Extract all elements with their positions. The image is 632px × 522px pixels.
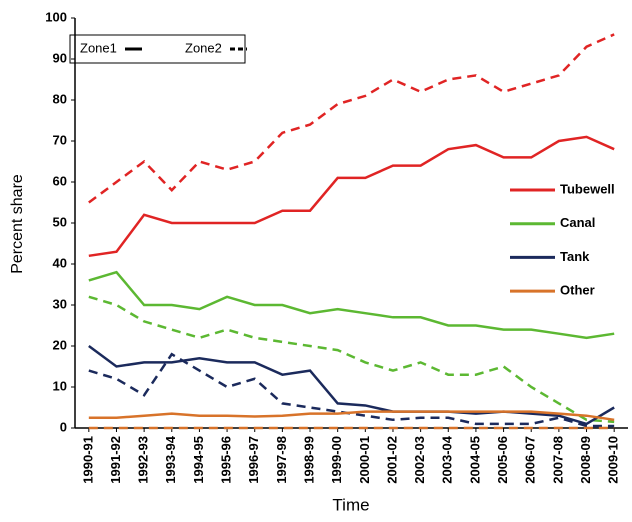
y-tick-label: 20 xyxy=(53,337,67,352)
data-line xyxy=(88,33,615,204)
data-line xyxy=(88,270,615,340)
x-tick-label: 2009-10 xyxy=(606,436,621,484)
data-line xyxy=(88,410,615,422)
x-tick-label: 1993-94 xyxy=(163,435,178,483)
x-tick-label: 2008-09 xyxy=(578,436,593,484)
x-tick-label: 1990-91 xyxy=(80,436,95,484)
y-tick-label: 80 xyxy=(53,91,67,106)
legend-label: Other xyxy=(560,283,595,298)
y-tick-label: 60 xyxy=(53,173,67,188)
x-tick-label: 2000-01 xyxy=(357,436,372,484)
x-tick-label: 1999-00 xyxy=(329,436,344,484)
x-tick-label: 1994-95 xyxy=(191,436,206,484)
y-tick-label: 90 xyxy=(53,50,67,65)
style-legend-box xyxy=(69,34,246,64)
y-tick-label: 100 xyxy=(45,9,67,24)
y-tick-label: 30 xyxy=(53,296,67,311)
style-legend-label: Zone1 xyxy=(80,40,117,55)
data-line xyxy=(88,344,615,426)
x-tick-label: 2006-07 xyxy=(523,436,538,484)
x-tick-label: 2004-05 xyxy=(467,436,482,484)
legend-label: Canal xyxy=(560,215,595,230)
x-tick-label: 1991-92 xyxy=(108,436,123,484)
data-line xyxy=(88,352,615,428)
x-tick-label: 1995-96 xyxy=(219,436,234,484)
x-axis-title: Time xyxy=(332,495,369,514)
x-tick-label: 2001-02 xyxy=(384,436,399,484)
x-tick-label: 2003-04 xyxy=(440,435,455,483)
data-line xyxy=(88,295,615,424)
x-tick-label: 1996-97 xyxy=(246,436,261,484)
y-tick-label: 70 xyxy=(53,132,67,147)
x-tick-label: 1992-93 xyxy=(136,436,151,484)
style-legend-label: Zone2 xyxy=(185,40,222,55)
y-tick-label: 40 xyxy=(53,255,67,270)
y-axis-title: Percent share xyxy=(9,174,26,274)
x-tick-label: 1998-99 xyxy=(301,436,316,484)
data-line xyxy=(88,135,615,258)
y-tick-label: 10 xyxy=(53,378,67,393)
x-tick-label: 2005-06 xyxy=(495,436,510,484)
x-tick-label: 1997-98 xyxy=(274,436,289,484)
x-tick-label: 2007-08 xyxy=(550,436,565,484)
y-tick-label: 0 xyxy=(60,419,67,434)
y-tick-label: 50 xyxy=(53,214,67,229)
legend-label: Tubewell xyxy=(560,181,615,196)
x-tick-label: 2002-03 xyxy=(412,436,427,484)
legend-label: Tank xyxy=(560,249,590,264)
